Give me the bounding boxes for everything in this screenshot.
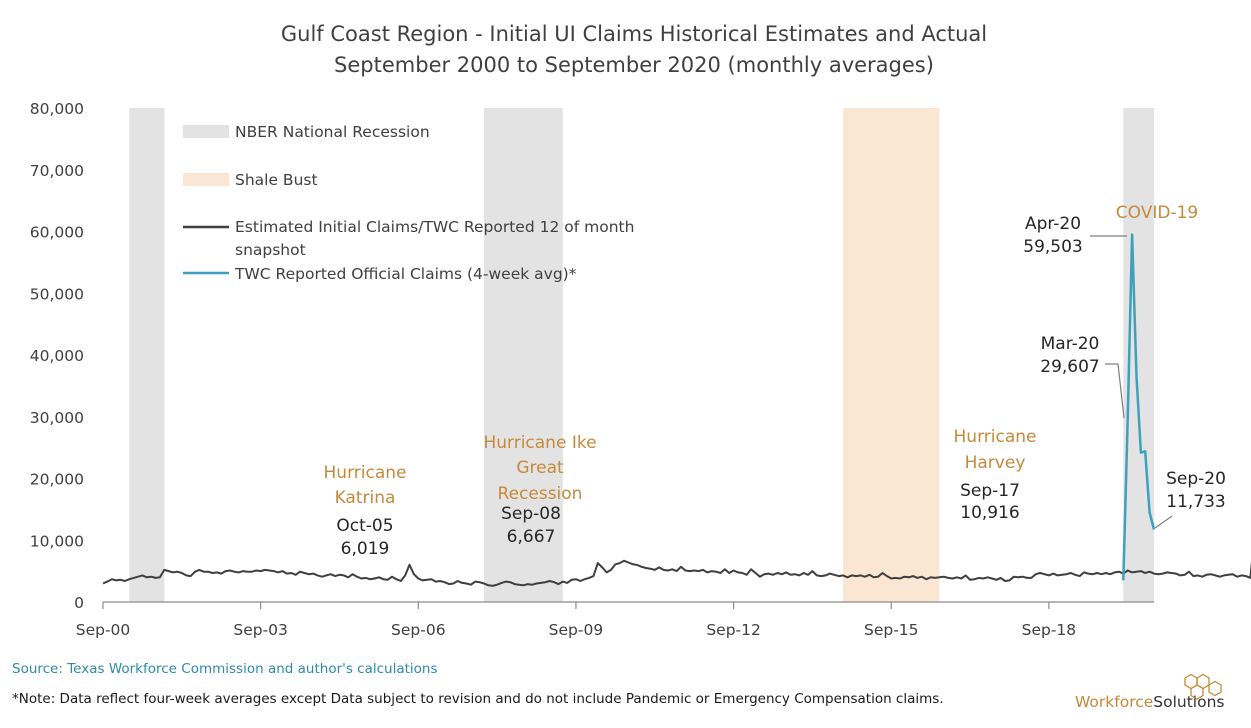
shaded-period-2 [483,108,563,602]
y-tick-label-2: 20,000 [30,471,84,489]
chart-title-line1: Gulf Coast Region - Initial UI Claims Hi… [281,22,987,46]
series-line-official [1122,233,1156,581]
y-tick-label-1: 10,000 [30,532,84,550]
legend-label-recession: NBER National Recession [235,123,430,141]
shaded-period-4 [1123,108,1154,602]
shaded-periods [129,108,1154,602]
x-tick-label-3: Sep-09 [549,621,604,639]
annotation-ike-date: Sep-08 [501,504,561,524]
annotation-katrina-line2: Katrina [335,488,396,508]
source-text: Source: Texas Workforce Commission and a… [12,661,438,677]
annotation-mar20-value: 29,607 [1040,357,1099,377]
annotation-harvey-line2: Harvey [965,453,1026,473]
logo-text-workforce: Workforce [1075,693,1153,711]
footnote-text: *Note: Data reflect four-week averages e… [12,691,944,707]
y-axis-ticks: 0 10,000 20,000 30,000 40,000 50,000 60,000 70,… [30,100,84,612]
x-tick-label-5: Sep-15 [864,621,919,639]
y-tick-label-5: 50,000 [30,285,84,303]
annotation-ike-line3: Recession [498,484,583,504]
x-tick-label-2: Sep-06 [391,621,446,639]
logo-text: WorkforceSolutions [1075,693,1225,711]
annotation-katrina-date: Oct-05 [336,516,393,536]
annotation-sep20-value: 11,733 [1166,492,1225,512]
annotation-harvey-date: Sep-17 [960,481,1020,501]
y-tick-label-3: 30,000 [30,409,84,427]
annotation-apr20-value: 59,503 [1023,237,1082,257]
x-axis-ticks: Sep-00 Sep-03 Sep-06 Sep-09 Sep-12 Sep-15 Sep-… [76,602,1076,639]
x-tick-label-1: Sep-03 [233,621,288,639]
y-tick-label-8: 80,000 [30,100,84,118]
logo-text-solutions: Solutions [1153,693,1224,711]
series-line-estimated [102,559,1251,587]
shaded-period-1 [129,108,165,602]
x-tick-label-4: Sep-12 [706,621,761,639]
legend-label-estimated-line1: Estimated Initial Claims/TWC Reported 12… [235,218,634,236]
shaded-period-3 [843,108,940,602]
annotation-katrina-line1: Hurricane [324,463,407,483]
annotation-mar20-date: Mar-20 [1041,334,1100,354]
hexagon-cluster-icon [1184,673,1222,700]
y-tick-label-7: 70,000 [30,162,84,180]
annotation-covid: COVID-19 [1116,203,1198,223]
legend: NBER National Recession Shale Bust Estim… [183,123,634,283]
legend-label-estimated-line2: snapshot [235,241,306,259]
chart-title-line2: September 2000 to September 2020 (monthl… [334,53,934,77]
y-tick-label-4: 40,000 [30,347,84,365]
annotation-harvey-line1: Hurricane [954,427,1037,447]
x-tick-label-0: Sep-00 [76,621,131,639]
legend-swatch-recession [183,125,229,138]
legend-label-shale: Shale Bust [235,171,318,189]
annotation-apr20-date: Apr-20 [1025,214,1081,234]
annotation-ike-line1: Hurricane Ike [483,433,596,453]
annotation-ike-line2: Great [516,458,564,478]
annotation-katrina-value: 6,019 [341,539,390,559]
legend-swatch-shale [183,173,229,186]
annotation-harvey-value: 10,916 [960,503,1019,523]
annotation-sep20-date: Sep-20 [1166,469,1226,489]
y-tick-label-6: 60,000 [30,224,84,242]
legend-label-official: TWC Reported Official Claims (4-week avg… [234,265,577,283]
y-tick-label-0: 0 [74,594,84,612]
workforce-solutions-logo: WorkforceSolutions [1075,673,1225,711]
x-tick-label-6: Sep-18 [1022,621,1077,639]
leader-line-sep20 [1154,515,1173,529]
annotation-ike-value: 6,667 [507,527,556,547]
leader-line-mar20 [1105,363,1125,419]
annotations: Hurricane Katrina Oct-05 6,019 Hurricane… [324,203,1226,559]
